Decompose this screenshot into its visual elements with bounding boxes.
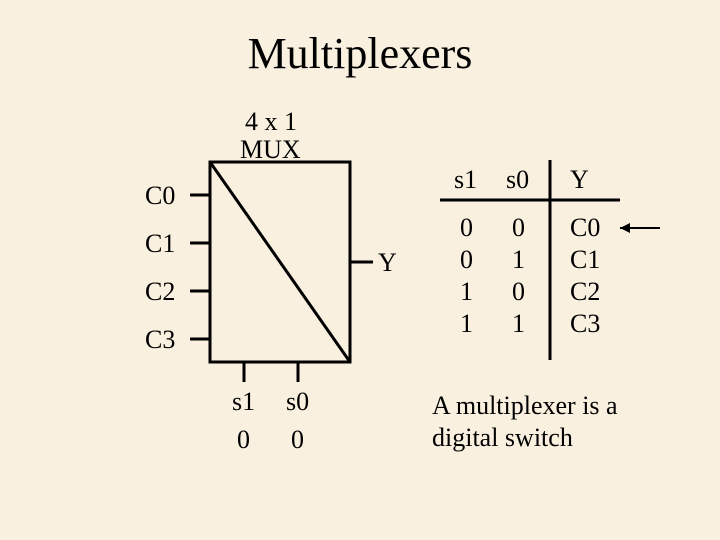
td-s1-3: 1 — [460, 309, 473, 338]
arrow — [620, 223, 660, 233]
td-y-3: C3 — [570, 309, 600, 338]
input-label-3: C3 — [145, 325, 175, 354]
caption-line2: digital switch — [432, 423, 573, 452]
mux-label-bottom: MUX — [240, 135, 301, 164]
inputs-group: C0 C1 C2 C3 — [145, 181, 210, 354]
td-s1-2: 1 — [460, 277, 473, 306]
select-value-1: 0 — [291, 425, 304, 454]
diagram-svg: 4 x 1 MUX C0 C1 C2 C3 Y s1 0 s0 0 s1 s0 Y 0 0 C0 0 1 C… — [0, 0, 720, 540]
mux-label-top: 4 x 1 — [245, 107, 297, 136]
select-label-0: s1 — [232, 387, 255, 416]
input-label-0: C0 — [145, 181, 175, 210]
input-label-2: C2 — [145, 277, 175, 306]
td-s1-1: 0 — [460, 245, 473, 274]
td-s0-2: 0 — [512, 277, 525, 306]
td-s0-1: 1 — [512, 245, 525, 274]
td-s0-0: 0 — [512, 213, 525, 242]
mux-diagonal — [210, 162, 350, 362]
select-label-1: s0 — [286, 387, 309, 416]
select-value-0: 0 — [237, 425, 250, 454]
output-label: Y — [378, 248, 397, 277]
td-y-0: C0 — [570, 213, 600, 242]
td-y-1: C1 — [570, 245, 600, 274]
table-group: s1 s0 Y 0 0 C0 0 1 C1 1 0 C2 1 1 C3 — [454, 165, 600, 338]
th-y: Y — [570, 165, 589, 194]
selects-group: s1 0 s0 0 — [232, 362, 309, 454]
th-s1: s1 — [454, 165, 477, 194]
td-y-2: C2 — [570, 277, 600, 306]
td-s1-0: 0 — [460, 213, 473, 242]
caption-line1: A multiplexer is a — [432, 391, 618, 420]
th-s0: s0 — [506, 165, 529, 194]
td-s0-3: 1 — [512, 309, 525, 338]
input-label-1: C1 — [145, 229, 175, 258]
